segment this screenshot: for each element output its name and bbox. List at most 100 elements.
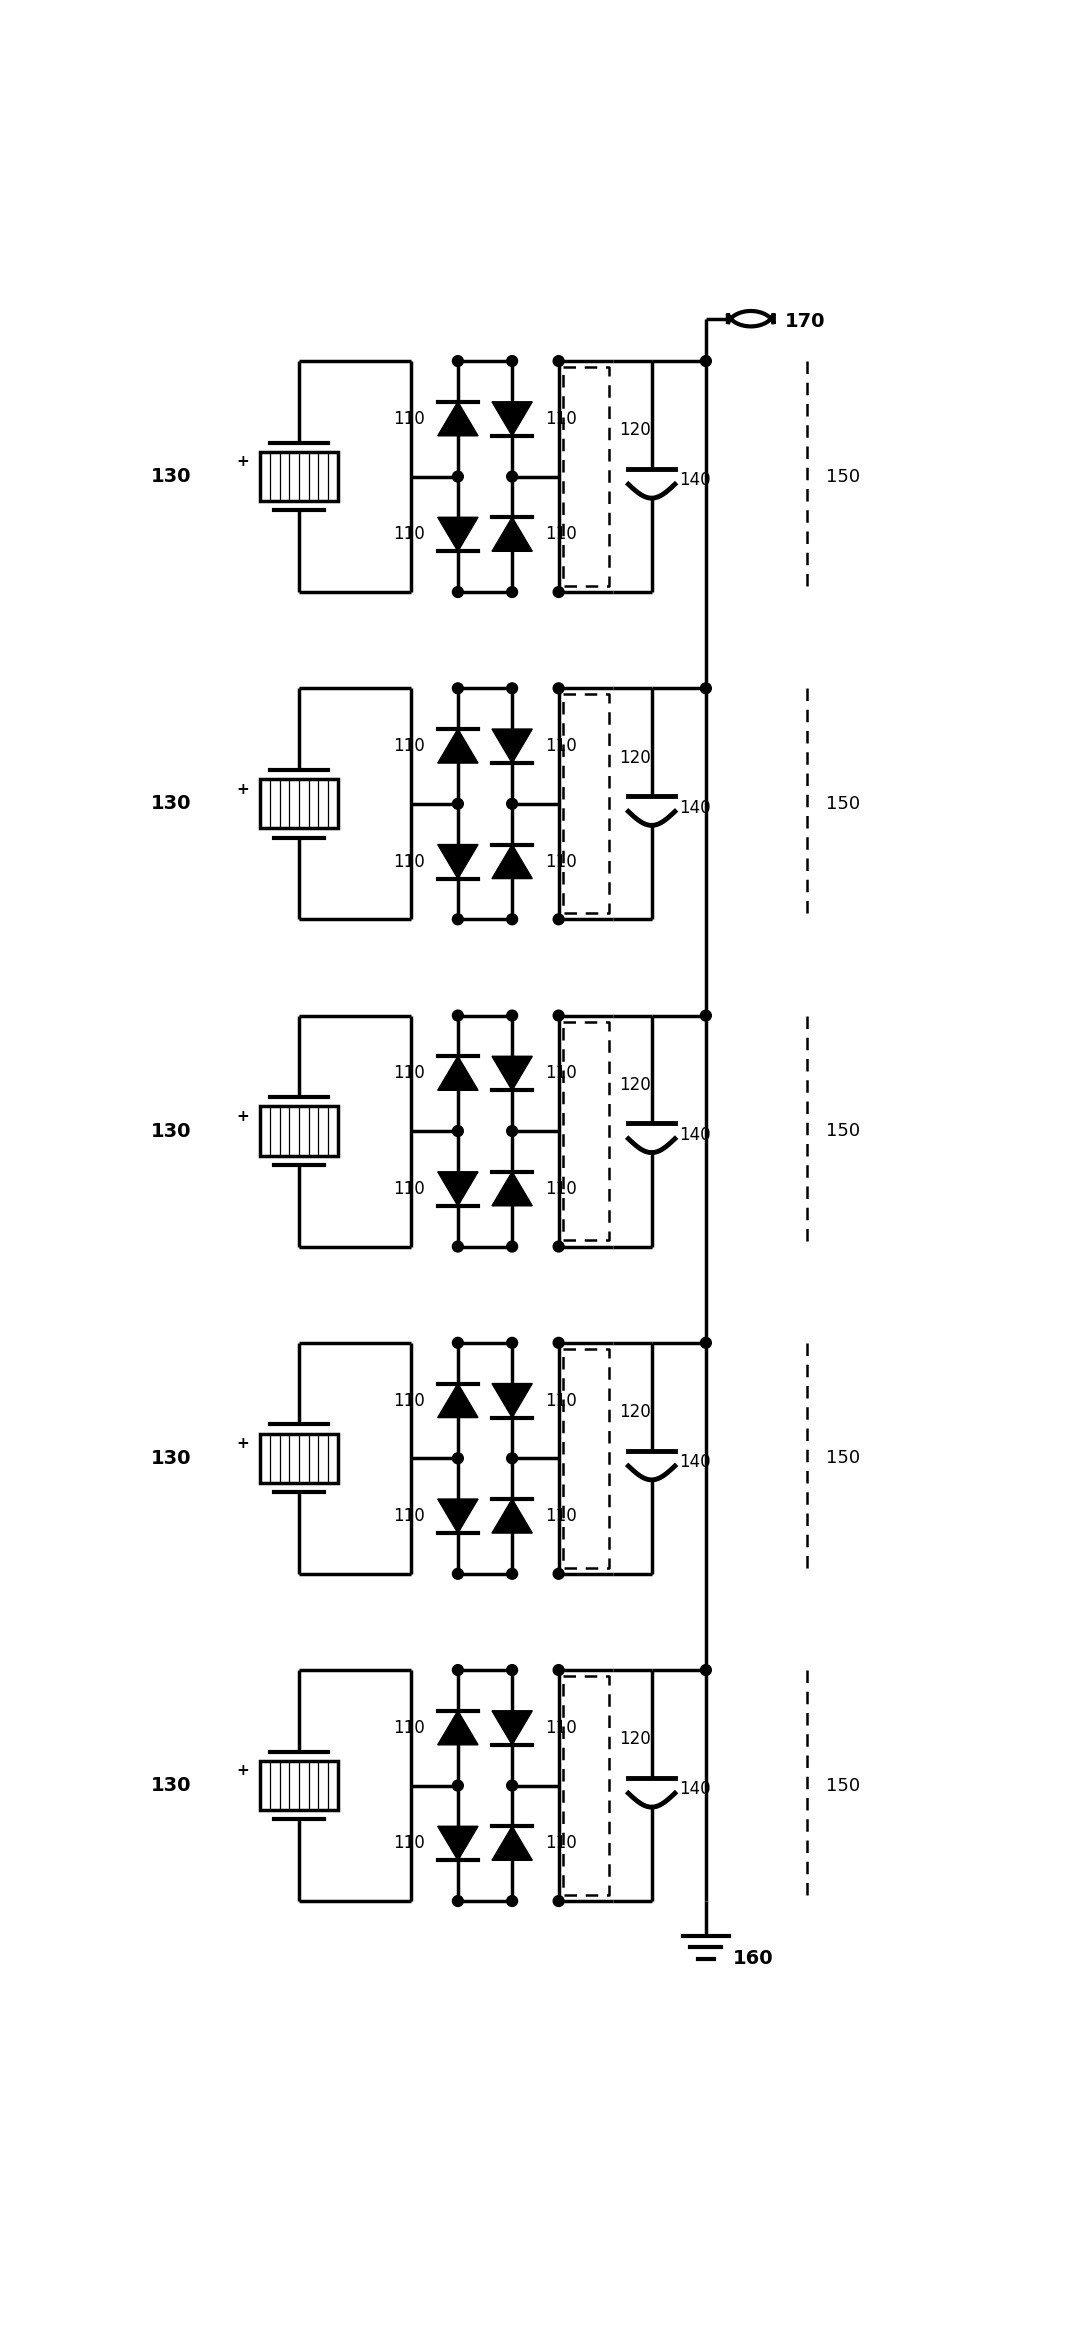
Circle shape bbox=[554, 1569, 564, 1578]
Text: 110: 110 bbox=[393, 852, 425, 871]
Circle shape bbox=[554, 1011, 564, 1020]
Circle shape bbox=[507, 682, 518, 693]
Circle shape bbox=[554, 1242, 564, 1252]
Text: 160: 160 bbox=[732, 1950, 774, 1968]
Text: 110: 110 bbox=[545, 1392, 577, 1410]
Circle shape bbox=[507, 1452, 518, 1464]
Text: 130: 130 bbox=[150, 1777, 192, 1796]
Circle shape bbox=[452, 355, 463, 367]
Circle shape bbox=[452, 1242, 463, 1252]
Polygon shape bbox=[438, 1499, 479, 1534]
Text: 130: 130 bbox=[150, 1448, 192, 1469]
Circle shape bbox=[554, 682, 564, 693]
Text: 140: 140 bbox=[679, 1779, 711, 1798]
Text: 120: 120 bbox=[619, 1403, 651, 1422]
Circle shape bbox=[701, 355, 712, 367]
Circle shape bbox=[701, 682, 712, 693]
Text: 130: 130 bbox=[150, 467, 192, 486]
Circle shape bbox=[507, 1896, 518, 1905]
Circle shape bbox=[452, 913, 463, 925]
Circle shape bbox=[452, 586, 463, 598]
Circle shape bbox=[452, 799, 463, 810]
Circle shape bbox=[452, 682, 463, 693]
Circle shape bbox=[452, 1338, 463, 1347]
Circle shape bbox=[507, 1242, 518, 1252]
Circle shape bbox=[452, 1452, 463, 1464]
Bar bbox=[261, 1761, 338, 1810]
Circle shape bbox=[507, 1125, 518, 1137]
Circle shape bbox=[452, 472, 463, 481]
Text: +: + bbox=[237, 455, 250, 469]
Text: 120: 120 bbox=[619, 420, 651, 439]
Polygon shape bbox=[492, 1172, 532, 1205]
Text: 110: 110 bbox=[545, 852, 577, 871]
Text: 110: 110 bbox=[545, 411, 577, 427]
Text: 110: 110 bbox=[393, 1506, 425, 1525]
Text: 150: 150 bbox=[826, 794, 860, 813]
Circle shape bbox=[554, 1896, 564, 1905]
Text: 110: 110 bbox=[545, 1719, 577, 1737]
Text: +: + bbox=[237, 1109, 250, 1123]
Text: 110: 110 bbox=[393, 525, 425, 544]
Polygon shape bbox=[438, 845, 479, 878]
Text: 110: 110 bbox=[393, 1392, 425, 1410]
Circle shape bbox=[507, 355, 518, 367]
Circle shape bbox=[507, 1338, 518, 1347]
Circle shape bbox=[701, 1665, 712, 1677]
Text: 130: 130 bbox=[150, 794, 192, 813]
Circle shape bbox=[701, 1011, 712, 1020]
Text: 140: 140 bbox=[679, 1452, 711, 1471]
Text: 110: 110 bbox=[545, 525, 577, 544]
Polygon shape bbox=[492, 1499, 532, 1534]
Polygon shape bbox=[438, 1712, 479, 1744]
Text: 110: 110 bbox=[393, 1179, 425, 1198]
Text: 110: 110 bbox=[545, 1065, 577, 1083]
Polygon shape bbox=[438, 518, 479, 551]
Text: +: + bbox=[237, 1436, 250, 1450]
Text: 140: 140 bbox=[679, 799, 711, 817]
Polygon shape bbox=[492, 1712, 532, 1744]
Circle shape bbox=[452, 1896, 463, 1905]
Polygon shape bbox=[438, 729, 479, 764]
Text: 170: 170 bbox=[785, 311, 825, 332]
Circle shape bbox=[507, 1569, 518, 1578]
Circle shape bbox=[452, 1011, 463, 1020]
Polygon shape bbox=[438, 1826, 479, 1861]
Text: 110: 110 bbox=[545, 1506, 577, 1525]
Circle shape bbox=[452, 1125, 463, 1137]
Circle shape bbox=[554, 1338, 564, 1347]
Circle shape bbox=[554, 586, 564, 598]
Circle shape bbox=[554, 1665, 564, 1677]
Polygon shape bbox=[492, 518, 532, 551]
Bar bbox=[261, 780, 338, 829]
Circle shape bbox=[507, 472, 518, 481]
Text: 110: 110 bbox=[545, 1179, 577, 1198]
Text: 150: 150 bbox=[826, 467, 860, 486]
Text: 110: 110 bbox=[393, 1835, 425, 1852]
Circle shape bbox=[507, 1779, 518, 1791]
Polygon shape bbox=[492, 402, 532, 437]
Circle shape bbox=[507, 1665, 518, 1677]
Bar bbox=[261, 453, 338, 502]
Circle shape bbox=[554, 913, 564, 925]
Polygon shape bbox=[438, 1385, 479, 1417]
Text: 120: 120 bbox=[619, 750, 651, 766]
Text: 130: 130 bbox=[150, 1121, 192, 1139]
Text: +: + bbox=[237, 782, 250, 796]
Text: +: + bbox=[237, 1763, 250, 1779]
Circle shape bbox=[507, 1011, 518, 1020]
Text: 120: 120 bbox=[619, 1076, 651, 1093]
Circle shape bbox=[507, 586, 518, 598]
Circle shape bbox=[452, 1665, 463, 1677]
Text: 150: 150 bbox=[826, 1123, 860, 1139]
Circle shape bbox=[507, 799, 518, 810]
Circle shape bbox=[701, 1338, 712, 1347]
Text: 110: 110 bbox=[393, 411, 425, 427]
Text: 110: 110 bbox=[545, 1835, 577, 1852]
Text: 140: 140 bbox=[679, 1125, 711, 1144]
Circle shape bbox=[554, 355, 564, 367]
Text: 150: 150 bbox=[826, 1777, 860, 1796]
Circle shape bbox=[452, 1779, 463, 1791]
Polygon shape bbox=[492, 1826, 532, 1861]
Text: 110: 110 bbox=[545, 738, 577, 754]
